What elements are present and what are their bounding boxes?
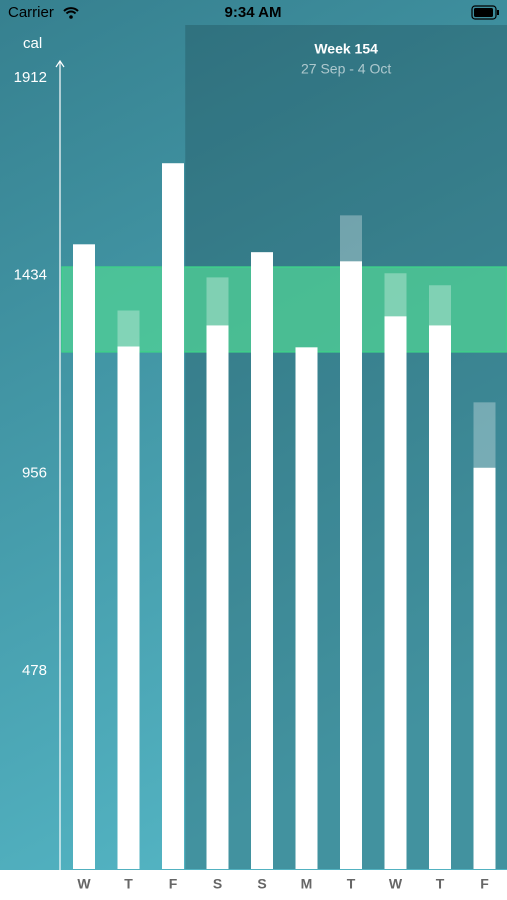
- x-tick-label: W: [389, 876, 403, 892]
- wifi-dot: [69, 15, 73, 19]
- bar: [429, 325, 451, 869]
- bar: [251, 252, 273, 869]
- bar-extension: [429, 285, 451, 326]
- y-tick-label: 1434: [14, 267, 47, 284]
- x-tick-label: S: [213, 876, 222, 892]
- x-tick-label: W: [77, 876, 91, 892]
- y-tick-label: 478: [22, 662, 47, 679]
- x-axis-strip: [0, 870, 507, 900]
- battery-tip: [497, 10, 499, 15]
- bar-extension: [384, 273, 407, 317]
- bar-extension: [340, 215, 362, 262]
- battery-icon: [471, 5, 497, 20]
- x-tick-label: T: [124, 876, 133, 892]
- y-axis-arrow: [55, 59, 65, 68]
- week-subtitle: 27 Sep - 4 Oct: [301, 61, 391, 77]
- bar: [162, 163, 184, 870]
- bar-extension: [117, 310, 140, 347]
- bar-extension: [206, 277, 229, 326]
- bar-extension: [473, 402, 496, 468]
- bar: [340, 261, 362, 869]
- x-tick-label: T: [436, 876, 445, 892]
- bar: [206, 325, 229, 869]
- y-axis-label: cal: [23, 35, 42, 52]
- time: 9:34 AM: [225, 4, 282, 21]
- x-tick-label: F: [480, 876, 489, 892]
- week-title: Week 154: [314, 41, 378, 57]
- battery-level: [474, 8, 493, 17]
- bar: [73, 244, 95, 869]
- x-tick-label: M: [301, 876, 313, 892]
- plot: Week 154 27 Sep - 4 Oct: [61, 25, 507, 870]
- bar: [473, 467, 496, 869]
- bar: [384, 316, 407, 870]
- x-tick-label: F: [169, 876, 178, 892]
- x-tick-label: S: [257, 876, 266, 892]
- carrier: Carrier: [8, 4, 54, 21]
- y-tick-label: 1912: [14, 69, 47, 86]
- wifi-icon: [63, 7, 79, 15]
- bar: [117, 346, 140, 870]
- y-tick-label: 956: [22, 464, 47, 481]
- bar: [295, 347, 318, 869]
- x-tick-label: T: [347, 876, 356, 892]
